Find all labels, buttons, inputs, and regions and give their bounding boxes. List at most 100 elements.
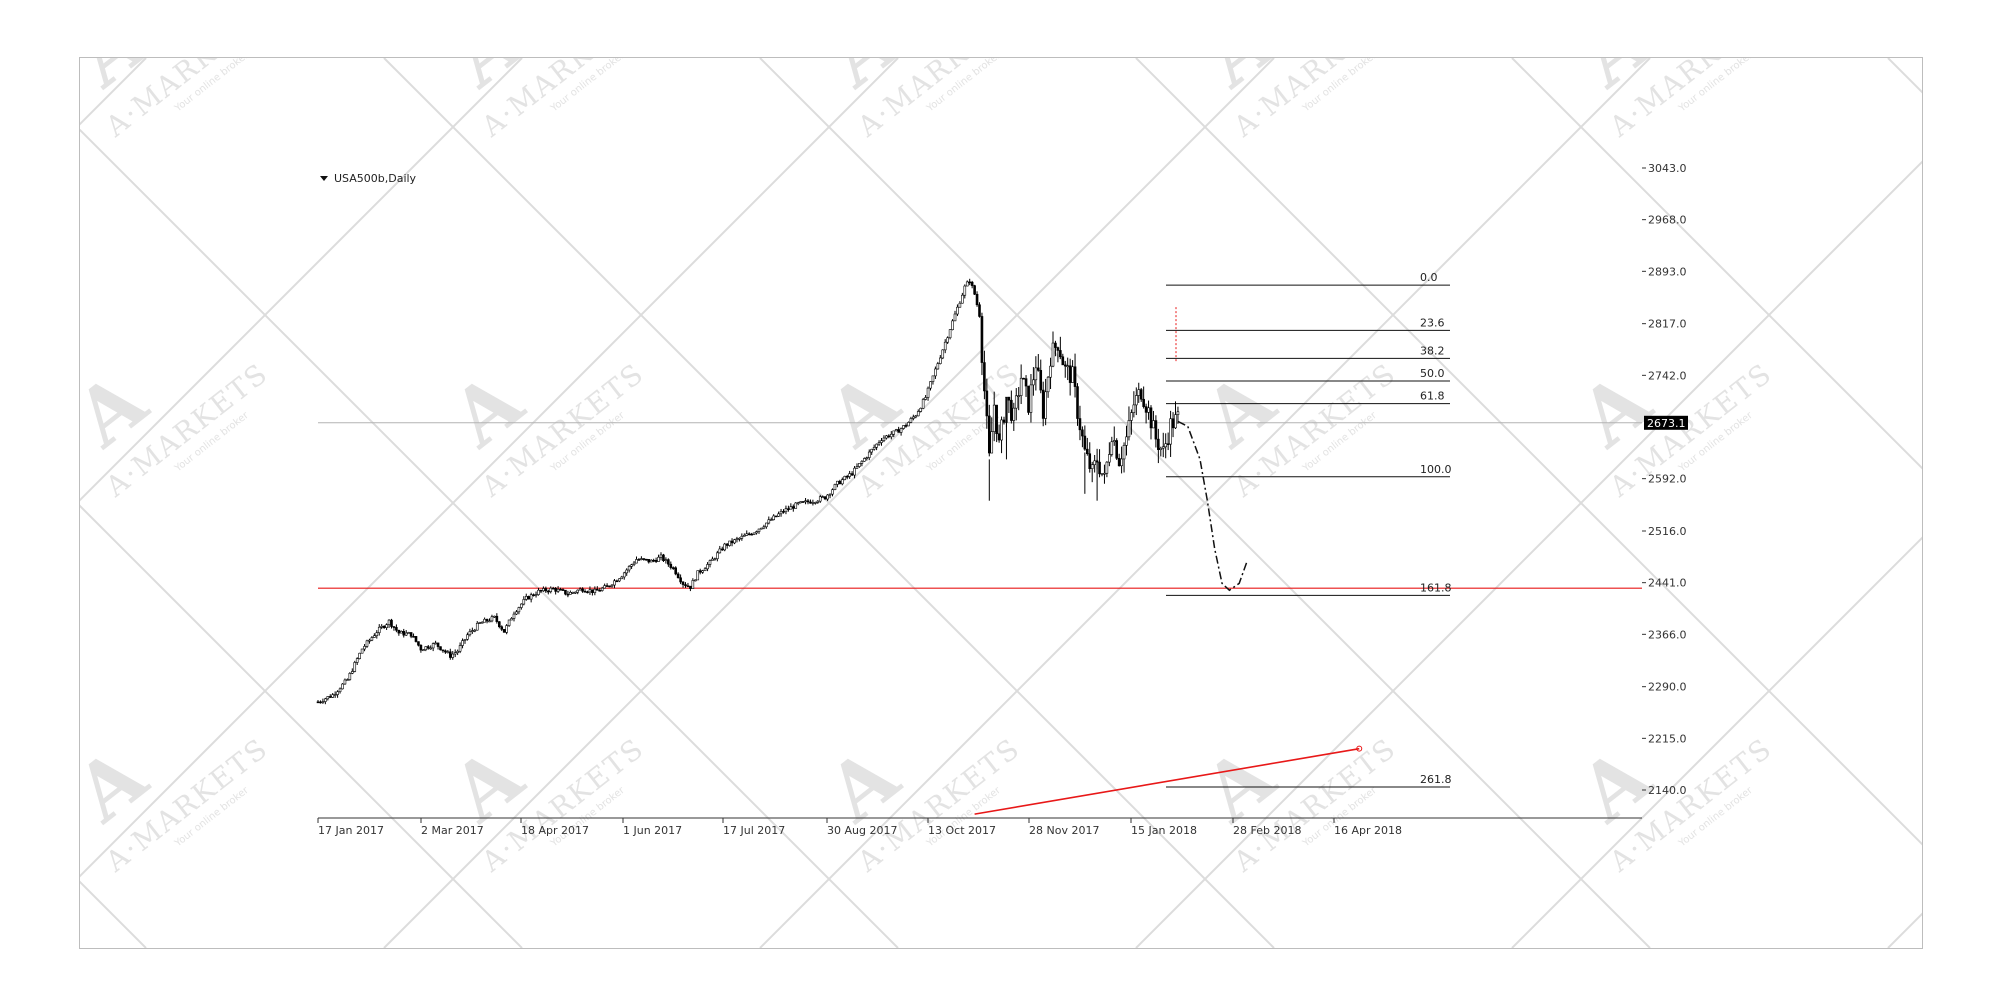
candle-body: [836, 480, 839, 485]
candle-body: [620, 576, 624, 580]
candle-body: [1110, 441, 1114, 455]
candle-body: [1161, 446, 1165, 449]
candle-body: [774, 515, 778, 518]
candle-body: [951, 320, 954, 331]
candle-body: [961, 294, 964, 304]
x-tick-label: 18 Apr 2017: [521, 824, 589, 837]
candle-body: [1169, 418, 1172, 445]
candle-body: [1014, 395, 1018, 409]
candle-body: [1108, 454, 1111, 463]
candle-body: [363, 646, 366, 650]
y-tick-label: 2673.1: [1647, 417, 1686, 430]
candle-body: [343, 679, 347, 685]
candle-body: [870, 448, 874, 453]
candle-body: [603, 585, 606, 589]
candle-body: [826, 494, 829, 500]
candle-body: [853, 467, 856, 476]
candle-body: [992, 404, 996, 432]
candle-body: [909, 418, 913, 423]
candle-body: [517, 607, 521, 613]
candle-body: [975, 293, 979, 306]
candle-body: [747, 533, 751, 536]
candle-body: [328, 696, 332, 698]
candle-body: [1171, 418, 1175, 429]
candle-body: [571, 591, 575, 594]
candle-body: [965, 281, 969, 287]
watermark-grid: [80, 58, 1922, 948]
candle-body: [370, 637, 374, 641]
collapse-triangle-icon[interactable]: [320, 176, 328, 181]
candle-body: [554, 588, 557, 592]
candle-body: [914, 415, 918, 418]
candle-body: [1076, 386, 1079, 419]
x-tick-label: 16 Apr 2018: [1334, 824, 1402, 837]
candle-body: [625, 569, 629, 574]
candle-body: [1027, 385, 1030, 413]
candle-body: [757, 528, 761, 532]
candle-body: [765, 522, 768, 528]
candle-body: [689, 585, 692, 589]
candle-body: [924, 397, 927, 400]
candle-body: [1022, 377, 1025, 380]
candle-body: [510, 618, 513, 621]
candle-body: [831, 489, 834, 495]
candle-body: [755, 531, 758, 534]
candle-body: [1142, 398, 1145, 407]
candle-body: [698, 570, 702, 573]
fib-level-label: 61.8: [1420, 390, 1445, 403]
candle-body: [581, 588, 584, 592]
candle-body: [316, 701, 320, 704]
candle-body: [740, 535, 744, 539]
candle-body: [897, 429, 900, 433]
candle-body: [931, 375, 935, 382]
candle-body: [882, 437, 886, 441]
candle-body: [1100, 473, 1104, 475]
candle-body: [1039, 370, 1043, 391]
candle-body: [527, 596, 531, 600]
candle-body: [515, 611, 518, 615]
trend-line: [974, 747, 1360, 815]
candle-body: [1144, 406, 1148, 413]
candle-body: [1037, 367, 1040, 371]
candle-body: [1054, 342, 1057, 348]
candle-body: [490, 616, 494, 622]
chart-title-group: USA500b,Daily: [320, 172, 417, 185]
candle-body: [1024, 378, 1028, 387]
candle-body: [735, 538, 739, 541]
candle-body: [1041, 389, 1045, 419]
candle-body: [333, 694, 337, 696]
candle-body: [331, 694, 335, 698]
fib-level-label: 100.0: [1420, 463, 1452, 476]
candle-body: [1164, 443, 1167, 448]
chart-frame: [79, 57, 1923, 949]
candle-body: [875, 443, 878, 448]
candle-body: [642, 558, 646, 560]
candle-body: [953, 313, 957, 322]
candle-body: [742, 535, 746, 537]
candle-body: [787, 508, 790, 510]
candle-body: [569, 592, 572, 595]
candle-body: [1010, 399, 1013, 421]
candle-body: [794, 502, 798, 509]
candle-body: [1112, 440, 1116, 443]
chart-title: USA500b,Daily: [334, 172, 417, 185]
candle-body: [760, 527, 763, 530]
candle-body: [987, 415, 991, 454]
candle-body: [963, 285, 967, 296]
candle-body: [373, 635, 376, 638]
candle-body: [399, 631, 403, 634]
candle-body: [1029, 384, 1033, 413]
candle-body: [990, 431, 994, 454]
candle-body: [691, 580, 695, 589]
fib-level-label: 261.8: [1420, 773, 1452, 786]
candle-body: [573, 591, 577, 594]
candle-body: [637, 559, 641, 561]
candle-body: [392, 626, 396, 628]
watermark-grid-line: [759, 58, 1651, 948]
